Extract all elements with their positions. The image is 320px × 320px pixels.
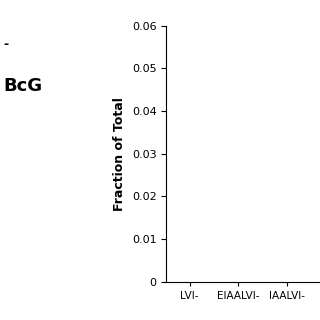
Y-axis label: Fraction of Total: Fraction of Total [113, 97, 126, 211]
Text: BcG: BcG [3, 77, 42, 95]
Text: -: - [3, 38, 8, 52]
